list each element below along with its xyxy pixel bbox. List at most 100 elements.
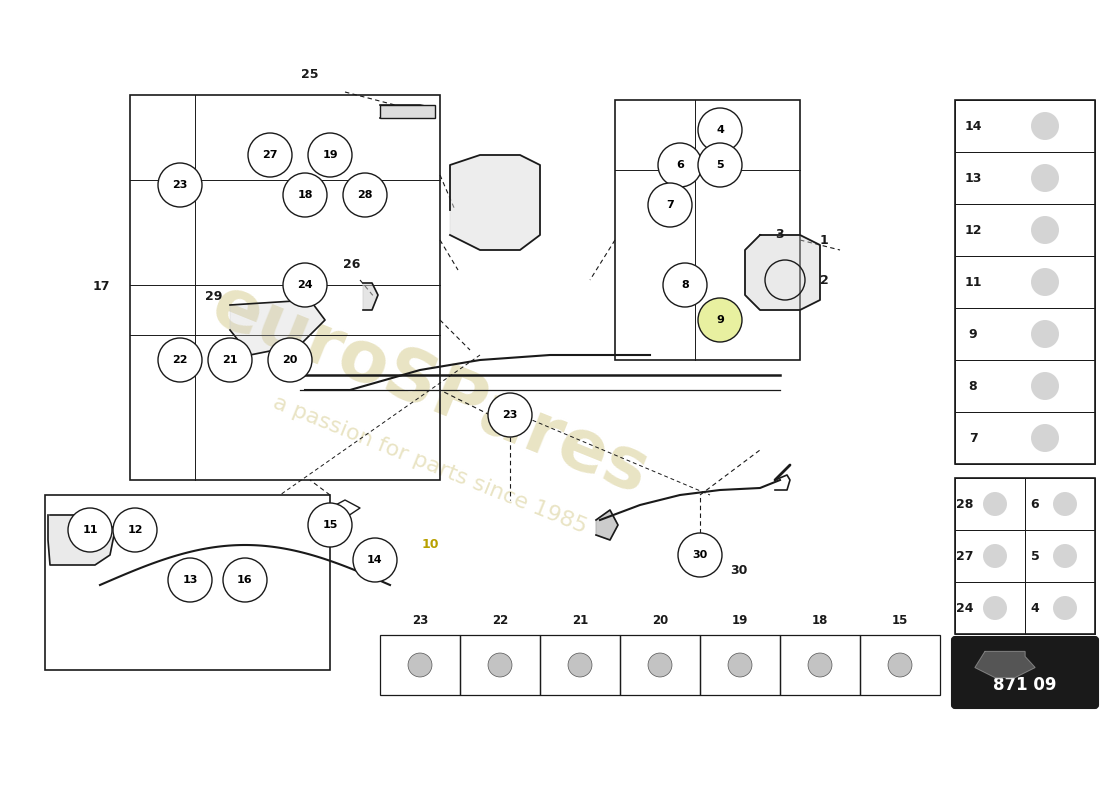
Text: 19: 19 — [322, 150, 338, 160]
Bar — [1025, 478, 1094, 530]
Text: 24: 24 — [956, 602, 974, 614]
Polygon shape — [975, 651, 1035, 678]
Text: 20: 20 — [652, 614, 668, 627]
Circle shape — [283, 263, 327, 307]
Bar — [45, 495, 330, 670]
Circle shape — [648, 653, 672, 677]
Text: 16: 16 — [238, 575, 253, 585]
Bar — [955, 412, 1094, 464]
Text: 27: 27 — [262, 150, 277, 160]
Text: 5: 5 — [716, 160, 724, 170]
Bar — [540, 635, 620, 695]
Text: 28: 28 — [956, 498, 974, 510]
Text: 22: 22 — [492, 614, 508, 627]
Text: 26: 26 — [343, 258, 361, 271]
Circle shape — [698, 108, 742, 152]
Circle shape — [888, 653, 912, 677]
Text: 18: 18 — [812, 614, 828, 627]
Bar — [615, 100, 800, 360]
Bar — [955, 308, 1094, 360]
Bar — [955, 152, 1094, 204]
Bar — [955, 582, 1025, 634]
Bar — [860, 635, 940, 695]
Text: 21: 21 — [222, 355, 238, 365]
Bar — [955, 360, 1094, 412]
Circle shape — [1031, 112, 1059, 140]
Circle shape — [698, 143, 742, 187]
Text: 23: 23 — [411, 614, 428, 627]
Text: 10: 10 — [421, 538, 439, 551]
Text: 12: 12 — [128, 525, 143, 535]
Circle shape — [488, 393, 532, 437]
Bar — [1025, 582, 1094, 634]
Circle shape — [158, 163, 202, 207]
Circle shape — [68, 508, 112, 552]
Text: 14: 14 — [367, 555, 383, 565]
Text: 15: 15 — [892, 614, 909, 627]
Circle shape — [1053, 492, 1077, 516]
Circle shape — [248, 133, 292, 177]
Text: 11: 11 — [965, 275, 981, 289]
Text: 13: 13 — [183, 575, 198, 585]
Text: 4: 4 — [1031, 602, 1040, 614]
Text: 8: 8 — [681, 280, 689, 290]
Bar — [955, 100, 1094, 464]
Circle shape — [1031, 372, 1059, 400]
Circle shape — [1031, 268, 1059, 296]
Circle shape — [678, 533, 722, 577]
Text: 18: 18 — [297, 190, 312, 200]
Text: 5: 5 — [1031, 550, 1040, 562]
Text: 20: 20 — [283, 355, 298, 365]
Bar — [955, 100, 1094, 152]
Text: 9: 9 — [716, 315, 724, 325]
Circle shape — [1053, 596, 1077, 620]
Circle shape — [983, 596, 1006, 620]
Text: 13: 13 — [965, 171, 981, 185]
Text: 23: 23 — [173, 180, 188, 190]
Text: 11: 11 — [82, 525, 98, 535]
Circle shape — [268, 338, 312, 382]
Circle shape — [353, 538, 397, 582]
Polygon shape — [230, 300, 324, 355]
Polygon shape — [450, 155, 540, 250]
Text: 25: 25 — [301, 68, 319, 81]
Text: 30: 30 — [730, 563, 747, 577]
Circle shape — [168, 558, 212, 602]
Circle shape — [983, 492, 1006, 516]
Text: 7: 7 — [667, 200, 674, 210]
Circle shape — [728, 653, 752, 677]
Text: 21: 21 — [572, 614, 588, 627]
Circle shape — [1031, 424, 1059, 452]
Bar — [460, 635, 540, 695]
Text: 1: 1 — [820, 234, 828, 246]
Bar — [130, 95, 440, 480]
Text: 6: 6 — [676, 160, 684, 170]
Bar — [1025, 530, 1094, 582]
Text: euroSPares: euroSPares — [201, 271, 659, 509]
Circle shape — [648, 183, 692, 227]
Circle shape — [308, 503, 352, 547]
Bar — [379, 635, 460, 695]
Bar — [700, 635, 780, 695]
Text: 6: 6 — [1031, 498, 1040, 510]
Polygon shape — [363, 283, 378, 310]
Bar — [955, 478, 1025, 530]
Text: 23: 23 — [503, 410, 518, 420]
Text: 28: 28 — [358, 190, 373, 200]
Polygon shape — [745, 235, 820, 310]
Text: 22: 22 — [173, 355, 188, 365]
Text: 7: 7 — [969, 431, 978, 445]
Circle shape — [658, 143, 702, 187]
Circle shape — [698, 298, 742, 342]
Text: 4: 4 — [716, 125, 724, 135]
Text: 12: 12 — [965, 223, 981, 237]
Text: 29: 29 — [205, 290, 222, 303]
Text: 24: 24 — [297, 280, 312, 290]
Circle shape — [808, 653, 832, 677]
Circle shape — [568, 653, 592, 677]
Text: 3: 3 — [776, 229, 783, 242]
Text: 9: 9 — [969, 327, 977, 341]
Text: 2: 2 — [820, 274, 828, 286]
Circle shape — [1053, 544, 1077, 568]
Bar — [955, 204, 1094, 256]
